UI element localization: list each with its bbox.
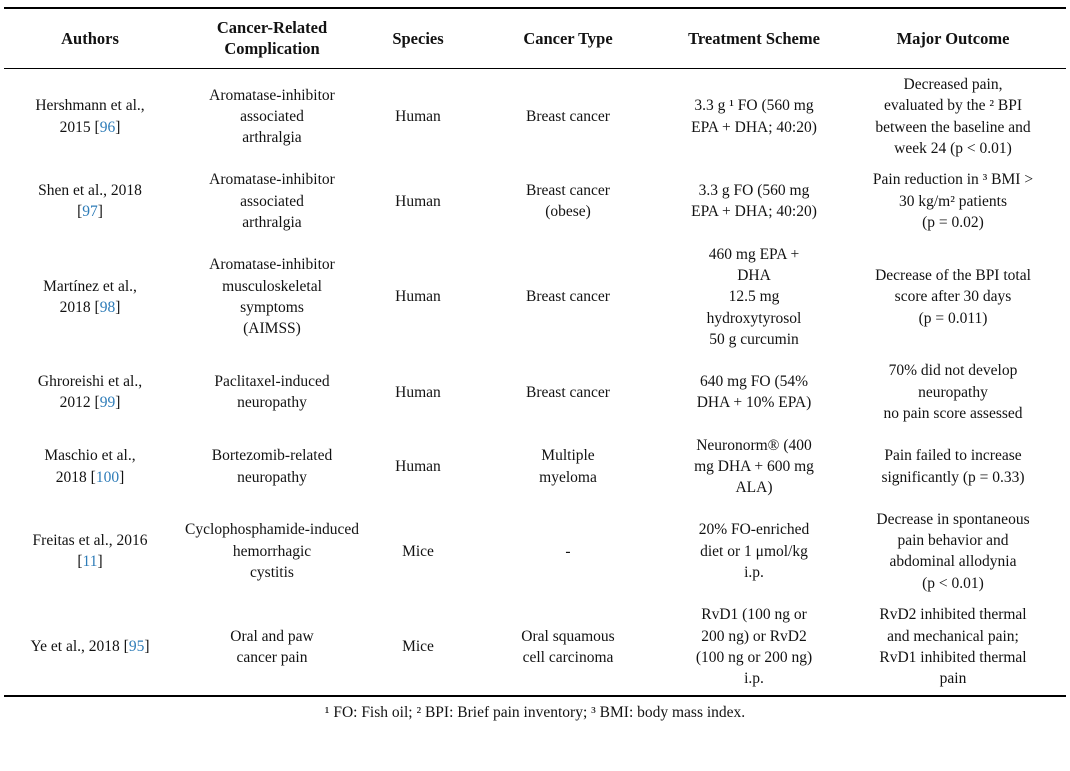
cell-authors: Shen et al., 2018 [97] (4, 164, 176, 238)
reference-link[interactable]: 97 (82, 203, 98, 221)
cell-cancer-type: Breast cancer (526, 288, 610, 306)
reference-link[interactable]: 11 (82, 553, 98, 571)
cell-complication: Paclitaxel-induced neuropathy (214, 373, 330, 412)
cell-treatment: 3.3 g ¹ FO (560 mg EPA + DHA; 40:20) (691, 97, 817, 136)
cell-treatment: Neuronorm® (400 mg DHA + 600 mg ALA) (694, 436, 814, 497)
table-header-row: Authors Cancer-Related Complication Spec… (4, 8, 1066, 69)
cell-cancer-type: Breast cancer (526, 107, 610, 125)
cell-treatment: RvD1 (100 ng or 200 ng) or RvD2 (100 ng … (695, 606, 813, 688)
cell-cancer-type: Oral squamous cell carcinoma (521, 627, 615, 666)
reference-link[interactable]: 100 (95, 468, 120, 486)
cell-treatment: 20% FO-enriched diet or 1 μmol/kg i.p. (698, 521, 810, 582)
cell-complication: Aromatase-inhibitor associated arthralgi… (209, 86, 335, 147)
cell-complication: Oral and paw cancer pain (230, 627, 314, 666)
cell-authors: Ghroreishi et al., 2012 [99] (4, 355, 176, 429)
table-row: Ye et al., 2018 [95] Oral and paw cancer… (4, 599, 1066, 696)
cell-species: Human (395, 107, 441, 125)
author-text: ] (97, 553, 103, 571)
cell-outcome: Pain failed to increase significantly (p… (881, 447, 1025, 486)
cell-species: Mice (402, 542, 434, 560)
cell-treatment: 460 mg EPA + DHA 12.5 mg hydroxytyrosol … (706, 245, 802, 349)
cell-complication: Aromatase-inhibitor associated arthralgi… (209, 171, 335, 232)
cell-cancer-type: Breast cancer (526, 383, 610, 401)
cell-species: Human (395, 383, 441, 401)
author-text: ] (115, 298, 121, 316)
cell-authors: Martínez et al., 2018 [98] (4, 239, 176, 356)
table-row: Maschio et al., 2018 [100] Bortezomib-re… (4, 430, 1066, 504)
table-body: Hershmann et al., 2015 [96] Aromatase-in… (4, 68, 1066, 695)
cell-outcome: Pain reduction in ³ BMI > 30 kg/m² patie… (872, 171, 1034, 232)
column-header-treatment: Treatment Scheme (668, 8, 840, 69)
cell-complication: Aromatase-inhibitor musculoskeletal symp… (209, 256, 335, 338)
reference-link[interactable]: 95 (128, 638, 145, 656)
author-text: Shen et al., 2018 [ (38, 182, 142, 221)
author-text: ] (115, 394, 121, 412)
cell-species: Human (395, 192, 441, 210)
cell-treatment: 640 mg FO (54% DHA + 10% EPA) (696, 373, 812, 412)
table-row: Freitas et al., 2016 [11] Cyclophosphami… (4, 504, 1066, 600)
cell-outcome: Decrease of the BPI total score after 30… (875, 266, 1031, 327)
table-footnote: ¹ FO: Fish oil; ² BPI: Brief pain invent… (324, 703, 746, 721)
cell-species: Mice (402, 638, 434, 656)
reference-link[interactable]: 96 (99, 118, 116, 136)
cell-outcome: RvD2 inhibited thermal and mechanical pa… (879, 606, 1027, 688)
cell-treatment: 3.3 g FO (560 mg EPA + DHA; 40:20) (691, 182, 817, 221)
author-text: Hershmann et al., 2015 [ (35, 97, 145, 136)
cell-cancer-type: Breast cancer (obese) (526, 182, 610, 221)
author-text: Martínez et al., 2018 [ (43, 277, 137, 316)
cell-cancer-type: Multiple myeloma (539, 447, 597, 486)
table-row: Hershmann et al., 2015 [96] Aromatase-in… (4, 68, 1066, 164)
author-text: ] (144, 638, 150, 656)
column-header-complication: Cancer-Related Complication (176, 8, 368, 69)
table-row: Ghroreishi et al., 2012 [99] Paclitaxel-… (4, 355, 1066, 429)
author-text: Maschio et al., 2018 [ (44, 447, 136, 486)
author-text: ] (119, 468, 125, 486)
cell-cancer-type: - (565, 542, 571, 560)
column-header-cancer-type: Cancer Type (468, 8, 668, 69)
author-text: Freitas et al., 2016 [ (32, 532, 148, 571)
author-text: Ye et al., 2018 [ (30, 638, 129, 656)
table-row: Martínez et al., 2018 [98] Aromatase-inh… (4, 239, 1066, 356)
cell-outcome: Decreased pain, evaluated by the ² BPI b… (875, 75, 1031, 157)
studies-table: Authors Cancer-Related Complication Spec… (4, 7, 1066, 697)
column-header-outcome: Major Outcome (840, 8, 1066, 69)
author-text: Ghroreishi et al., 2012 [ (37, 373, 143, 412)
reference-link[interactable]: 98 (99, 298, 116, 316)
cell-authors: Ye et al., 2018 [95] (4, 599, 176, 696)
column-header-authors: Authors (4, 8, 176, 69)
author-text: ] (97, 203, 103, 221)
cell-species: Human (395, 288, 441, 306)
cell-species: Human (395, 457, 441, 475)
column-header-species: Species (368, 8, 468, 69)
cell-complication: Cyclophosphamide-induced hemorrhagic cys… (185, 521, 359, 582)
table-row: Shen et al., 2018 [97] Aromatase-inhibit… (4, 164, 1066, 238)
cell-authors: Maschio et al., 2018 [100] (4, 430, 176, 504)
cell-authors: Hershmann et al., 2015 [96] (4, 68, 176, 164)
cell-outcome: 70% did not develop neuropathy no pain s… (883, 362, 1023, 423)
reference-link[interactable]: 99 (99, 394, 116, 412)
cell-outcome: Decrease in spontaneous pain behavior an… (876, 510, 1030, 592)
cell-complication: Bortezomib-related neuropathy (211, 447, 333, 486)
author-text: ] (115, 118, 121, 136)
cell-authors: Freitas et al., 2016 [11] (4, 504, 176, 600)
